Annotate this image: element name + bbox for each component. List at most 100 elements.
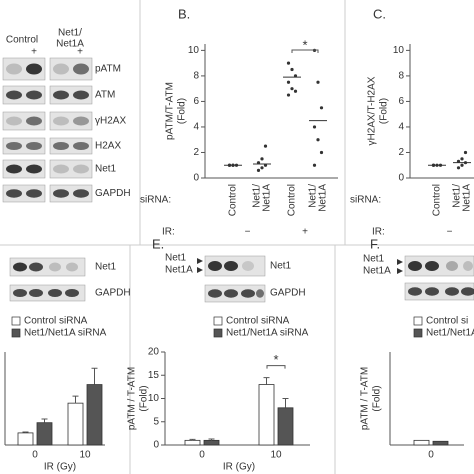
- point: [256, 168, 261, 172]
- blot-band: [73, 164, 89, 174]
- arrow: [397, 259, 403, 274]
- blot-band: [6, 90, 22, 100]
- blot: [2, 111, 46, 131]
- x-tick-label: Control: [228, 184, 239, 216]
- blot-band: [445, 287, 459, 296]
- error-bar: [41, 418, 48, 423]
- x-tick-label: Net1A: [462, 184, 473, 212]
- row-label: siRNA:: [140, 195, 171, 206]
- point: [286, 80, 291, 84]
- blot-band: [53, 90, 69, 100]
- error-bar: [72, 395, 79, 404]
- blot: [2, 137, 46, 155]
- blot: [49, 57, 93, 81]
- y-axis-label: pATM / T-ATM: [360, 367, 371, 430]
- blot-band: [48, 289, 62, 297]
- bar: [17, 432, 34, 446]
- blot-band: [425, 287, 439, 296]
- y-tick-label: 4: [193, 122, 199, 133]
- point: [293, 89, 298, 93]
- group-label: Net1/: [58, 28, 82, 39]
- arrow: [197, 258, 203, 273]
- blot-band: [73, 116, 89, 126]
- blot-band: [256, 289, 264, 298]
- y-axis-label: pATM / T-ATM: [127, 367, 138, 430]
- point: [316, 80, 320, 84]
- treatment: +: [31, 47, 37, 58]
- bar: [432, 440, 449, 446]
- bar: [277, 407, 294, 446]
- annotation: *: [273, 352, 278, 367]
- point: [456, 166, 461, 170]
- blot-band: [65, 289, 79, 297]
- point: [286, 93, 291, 97]
- blot-band: [224, 261, 238, 271]
- bar: [203, 439, 220, 446]
- blot: [49, 184, 93, 203]
- point: [286, 61, 291, 65]
- blot-band: [6, 142, 22, 150]
- bar: [36, 422, 53, 446]
- treatment: +: [77, 47, 83, 58]
- bar: [184, 439, 201, 446]
- blot-band: [208, 289, 222, 298]
- y-tick-label: 10: [393, 45, 405, 56]
- blot: [49, 137, 93, 155]
- x-tick-label: 0: [199, 450, 205, 461]
- point: [460, 157, 464, 161]
- blot-band: [461, 287, 474, 296]
- blot-band: [73, 189, 89, 198]
- legend-label: Net1/Net1A siRNA: [226, 328, 309, 339]
- blot: [404, 282, 474, 301]
- y-axis-label: (Fold): [177, 98, 188, 124]
- blot: [9, 284, 86, 302]
- bar: [67, 402, 84, 446]
- blot-band: [6, 189, 22, 198]
- blot-band: [26, 189, 42, 198]
- blot-band: [49, 262, 61, 272]
- blot-band: [13, 262, 27, 272]
- blot-band: [241, 289, 255, 298]
- legend-label: Net1/Net1A siRNA: [24, 328, 107, 339]
- panel-label: E.: [152, 236, 164, 251]
- blot-band: [26, 142, 42, 150]
- blot-band: [53, 116, 69, 126]
- y-tick-label: 10: [188, 45, 200, 56]
- legend-swatch: [413, 316, 423, 326]
- blot-band: [53, 189, 69, 198]
- blot-band: [26, 116, 42, 126]
- point: [463, 150, 468, 155]
- y-axis-label: (Fold): [372, 385, 383, 411]
- x-tick-label: 10: [79, 450, 91, 461]
- blot-band: [242, 261, 254, 271]
- panel-label: C.: [373, 6, 386, 21]
- y-tick-label: 0: [398, 173, 404, 184]
- y-tick-label: 8: [193, 71, 199, 82]
- error-bar: [22, 431, 29, 433]
- row-label: H2AX: [95, 141, 121, 152]
- blot-band: [53, 142, 69, 150]
- blot-band: [408, 287, 422, 296]
- bar: [413, 439, 430, 446]
- blot-band: [224, 289, 238, 298]
- y-axis-label: γH2AX/T-H2AX: [367, 76, 378, 145]
- y-tick-label: 0: [153, 440, 159, 451]
- blot-band: [6, 164, 22, 174]
- blot-band: [6, 116, 22, 126]
- marker: Net1: [165, 253, 187, 264]
- legend-label: Net1/Net1A si: [426, 328, 474, 339]
- point: [460, 163, 464, 167]
- blot-band: [208, 261, 222, 271]
- annotation: *: [302, 37, 307, 52]
- y-tick-label: 2: [398, 147, 404, 158]
- blot-band: [26, 63, 42, 75]
- row-label: ATM: [95, 90, 115, 101]
- legend-swatch: [213, 316, 223, 326]
- point: [319, 150, 324, 155]
- legend-swatch: [213, 328, 223, 338]
- y-tick-label: 6: [193, 96, 199, 107]
- y-tick-label: 6: [398, 96, 404, 107]
- error-bar: [91, 367, 98, 385]
- x-tick-label: Control: [432, 184, 443, 216]
- row-label: GAPDH: [270, 288, 306, 299]
